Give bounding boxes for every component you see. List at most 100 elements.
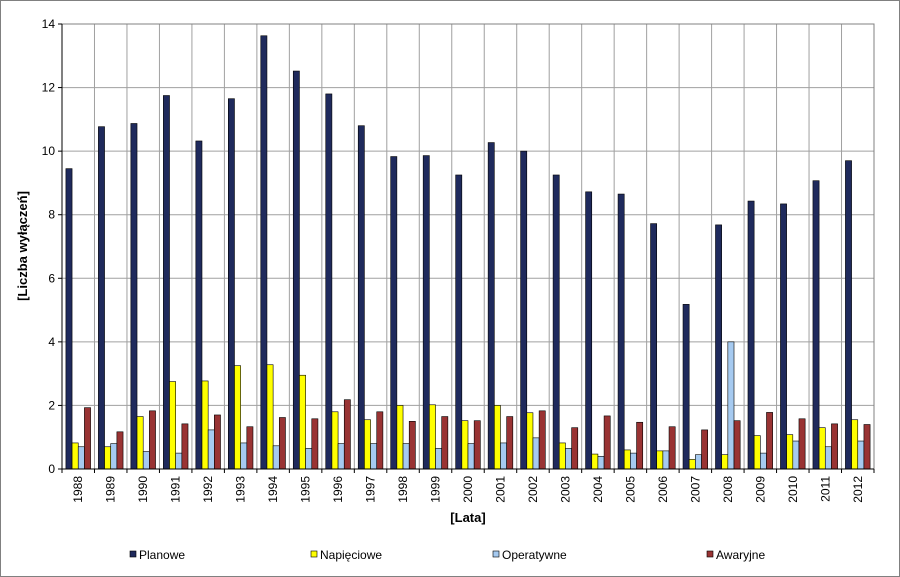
bar-awaryjne-1995	[311, 418, 319, 470]
bar-planowe-2004	[585, 191, 593, 470]
y-tick-label: 14	[42, 17, 56, 31]
bar-awaryjne-1989	[116, 431, 124, 470]
x-tick-label: 2002	[526, 476, 540, 503]
bar-planowe-1990	[130, 123, 138, 470]
x-tick-label: 1990	[136, 476, 150, 503]
x-tick-label: 1999	[429, 476, 443, 503]
bar-planowe-2012	[845, 160, 852, 470]
bar-napięciowe-2001	[494, 405, 501, 470]
y-tick-label: 10	[42, 144, 56, 158]
bar-napięciowe-2005	[623, 449, 631, 470]
bar-planowe-2011	[812, 180, 820, 470]
bar-operatywne-1998	[402, 443, 410, 470]
bar-awaryjne-2004	[603, 415, 611, 470]
bar-napięciowe-1996	[331, 411, 339, 470]
bar-planowe-2001	[487, 142, 495, 470]
bar-awaryjne-1996	[343, 399, 351, 470]
bar-planowe-2010	[780, 203, 787, 470]
x-tick-label: 1996	[331, 476, 345, 503]
bar-napięciowe-2007	[688, 459, 696, 470]
bar-operatywne-2011	[824, 446, 832, 470]
legend-label-planowe: Planowe	[139, 548, 185, 562]
x-tick-label: 1992	[201, 476, 215, 503]
bar-napięciowe-2002	[526, 412, 534, 470]
bar-napięciowe-2008	[721, 454, 729, 470]
bar-planowe-1993	[228, 98, 235, 470]
bar-operatywne-2006	[662, 450, 670, 470]
bar-napięciowe-2006	[656, 450, 664, 470]
bar-operatywne-2005	[630, 452, 637, 470]
x-tick-label: 1995	[299, 476, 313, 503]
bar-napięciowe-2000	[461, 420, 469, 470]
bar-napięciowe-1992	[201, 380, 209, 470]
x-tick-label: 1994	[266, 476, 280, 503]
bar-planowe-2002	[520, 150, 528, 470]
x-tick-label: 2003	[558, 476, 572, 503]
bar-napięciowe-1988	[71, 442, 79, 470]
legend: Planowe Napięciowe Operatywne Awaryjne	[129, 548, 765, 562]
x-tick-label: 2008	[721, 476, 735, 503]
bar-awaryjne-2003	[571, 427, 579, 470]
bar-napięciowe-1998	[396, 405, 404, 470]
bar-awaryjne-1993	[246, 426, 254, 470]
x-axis-title: [Lata]	[450, 510, 485, 525]
x-tick-label: 1989	[104, 476, 118, 503]
bar-planowe-1991	[163, 95, 170, 470]
bar-awaryjne-2000	[473, 420, 481, 470]
bar-planowe-2005	[617, 193, 625, 470]
x-tick-label: 1991	[169, 476, 183, 503]
bar-planowe-1994	[260, 35, 268, 470]
bar-planowe-2008	[715, 224, 722, 470]
bar-planowe-1988	[65, 168, 73, 470]
y-tick-label: 2	[48, 398, 55, 412]
bar-planowe-1995	[292, 70, 300, 470]
bar-operatywne-2009	[760, 452, 767, 470]
bar-awaryjne-2010	[798, 418, 806, 470]
x-tick-label: 1988	[71, 476, 85, 503]
x-tick-label: 2009	[753, 476, 767, 503]
x-tick-label: 1998	[396, 476, 410, 503]
legend-label-operatywne: Operatywne	[502, 548, 567, 562]
bar-napięciowe-2009	[753, 435, 761, 470]
bar-planowe-1992	[195, 140, 203, 470]
bar-napięciowe-1990	[136, 416, 144, 470]
axes	[58, 23, 875, 473]
bar-napięciowe-1999	[429, 404, 436, 470]
bar-awaryjne-2012	[863, 424, 871, 470]
x-tick-labels: 1988 1989 1990 1991 1992 1993 1994 1995 1996 1997…	[71, 476, 865, 503]
x-tick-label: 2010	[786, 476, 800, 503]
bar-awaryjne-2011	[831, 423, 838, 470]
bar-operatywne-2008	[727, 341, 735, 470]
bar-awaryjne-2002	[538, 410, 546, 470]
bar-operatywne-1992	[207, 429, 215, 470]
bar-operatywne-1997	[370, 443, 378, 470]
legend-swatch-napięciowe	[310, 550, 318, 558]
y-axis-title: [Liczba wyłączeń]	[15, 191, 30, 301]
legend-swatch-operatywne	[492, 550, 500, 558]
bar-planowe-1998	[390, 156, 398, 470]
bar-napięciowe-2012	[851, 419, 859, 470]
bar-planowe-2003	[552, 174, 560, 470]
bar-operatywne-2010	[792, 440, 800, 470]
bar-operatywne-2000	[467, 443, 475, 470]
bar-napięciowe-1993	[234, 365, 241, 470]
bar-awaryjne-1988	[84, 407, 91, 470]
bar-awaryjne-1994	[278, 417, 286, 470]
bar-napięciowe-2011	[818, 427, 826, 470]
bar-operatywne-1996	[337, 443, 345, 470]
bar-operatywne-2003	[565, 448, 572, 470]
bar-awaryjne-1997	[376, 411, 384, 470]
bar-planowe-2006	[650, 223, 658, 470]
bar-napięciowe-2010	[786, 434, 794, 470]
bar-awaryjne-1999	[441, 416, 449, 470]
x-tick-label: 1993	[234, 476, 248, 503]
y-tick-label: 4	[48, 335, 55, 349]
bar-awaryjne-1992	[214, 414, 221, 470]
y-tick-labels: 0 2 4 6 8 10 12 14	[42, 17, 56, 476]
bar-planowe-1996	[325, 93, 333, 470]
bar-operatywne-1989	[110, 443, 118, 470]
bars-group	[65, 35, 871, 470]
legend-label-awaryjne: Awaryjne	[716, 548, 765, 562]
bar-napięciowe-2004	[591, 453, 599, 470]
bar-awaryjne-1991	[181, 423, 189, 470]
